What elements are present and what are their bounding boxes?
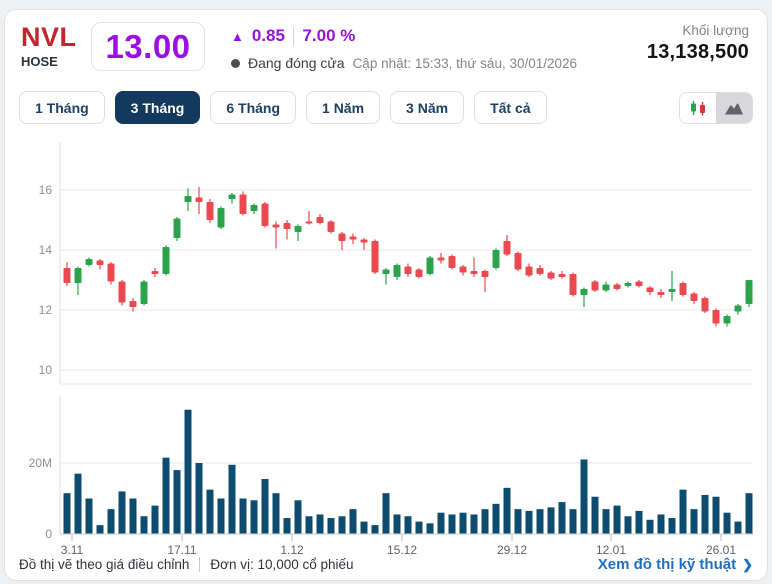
current-price: 13.00 [105,27,191,65]
svg-text:0: 0 [45,527,52,541]
svg-text:15.12: 15.12 [387,543,417,557]
svg-text:16: 16 [39,183,53,197]
range-tabs: 1 Tháng 3 Tháng 6 Tháng 1 Năm 3 Năm Tất … [19,91,547,124]
tab-1-thang[interactable]: 1 Tháng [19,91,105,124]
candlestick-view-button[interactable] [680,93,716,123]
tab-3-nam[interactable]: 3 Năm [390,91,465,124]
tab-3-thang[interactable]: 3 Tháng [114,91,201,124]
last-updated-text: Cập nhật: 15:33, thứ sáu, 30/01/2026 [352,55,578,71]
stock-chart-widget: NVL HOSE 13.00 ▲ 0.85 7.00 % Đang đóng c… [4,9,768,581]
volume-label: Khối lượng [682,23,749,38]
technical-chart-link[interactable]: Xem đồ thị kỹ thuật ❯ [598,556,753,573]
technical-chart-link-label: Xem đồ thị kỹ thuật [597,556,737,573]
divider [292,26,295,46]
svg-text:1.12: 1.12 [280,543,304,557]
svg-text:12.01: 12.01 [596,543,626,557]
svg-text:14: 14 [39,243,53,257]
market-status-icon [231,58,240,68]
adjusted-price-note: Đồ thị vẽ theo giá điều chỉnh [19,557,190,572]
symbol-block: NVL HOSE [21,23,77,69]
price-change-row: ▲ 0.85 7.00 % [231,26,355,46]
tab-tat-ca[interactable]: Tất cả [474,91,547,124]
volume-summary: Khối lượng 13,138,500 [647,23,749,64]
tab-6-thang[interactable]: 6 Tháng [210,91,297,124]
market-status-row: Đang đóng cửa Cập nhật: 15:33, thứ sáu, … [231,55,577,71]
tab-1-nam[interactable]: 1 Năm [306,91,381,124]
change-value: 0.85 [251,26,285,45]
svg-text:20M: 20M [29,456,52,470]
svg-text:29.12: 29.12 [497,543,527,557]
unit-note: Đơn vị: 10,000 cổ phiếu [210,557,354,572]
up-arrow-icon: ▲ [231,28,244,44]
change-percent: 7.00 % [302,26,356,45]
chart-type-toggle [679,92,753,124]
candlestick-chart-icon [690,101,705,116]
svg-text:3.11: 3.11 [61,543,84,557]
chart-footer: Đồ thị vẽ theo giá điều chỉnh Đơn vị: 10… [19,556,753,573]
footer-notes: Đồ thị vẽ theo giá điều chỉnh Đơn vị: 10… [19,557,354,572]
svg-text:10: 10 [39,363,53,377]
exchange-name: HOSE [21,54,58,69]
volume-value: 13,138,500 [646,41,749,63]
divider [199,557,201,572]
chevron-right-icon: ❯ [742,556,753,572]
svg-text:12: 12 [39,303,53,317]
svg-text:17.11: 17.11 [167,543,196,557]
area-view-button[interactable] [716,93,752,123]
ticker-symbol: NVL [21,22,77,52]
area-chart-icon [725,103,743,114]
svg-text:26.01: 26.01 [706,543,736,557]
price-volume-chart[interactable]: 16 14 12 10 20M 0 3.11 17.11 1.12 15.12 29.12 12.01… [5,134,767,558]
current-price-box: 13.00 [91,22,205,71]
market-status-text: Đang đóng cửa [248,55,345,71]
